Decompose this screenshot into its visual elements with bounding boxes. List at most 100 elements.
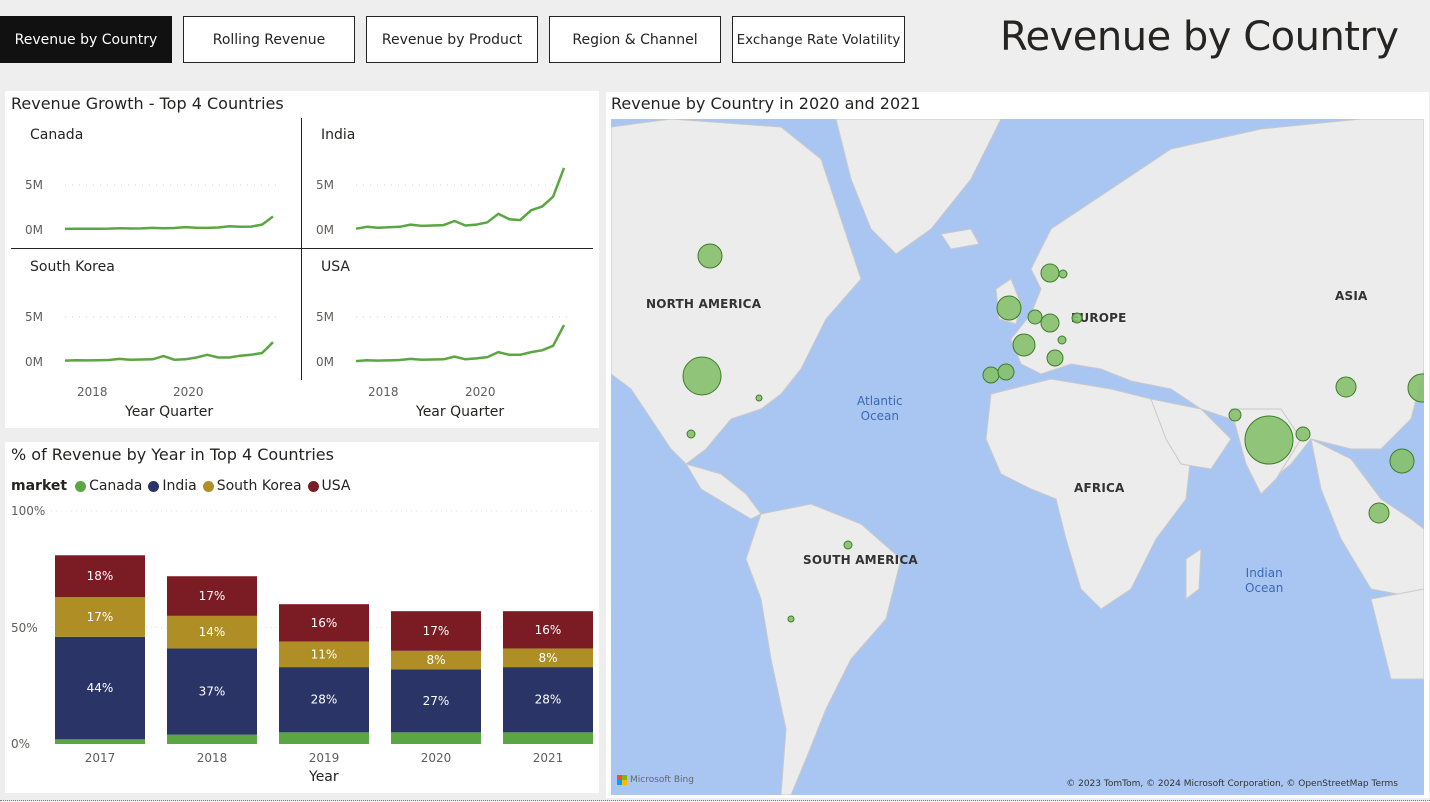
bar-2019-canada xyxy=(279,732,369,744)
bubble-mexico[interactable] xyxy=(686,429,696,439)
legend-dot-south-korea xyxy=(202,480,214,492)
region-label-europe: EUROPE xyxy=(1071,311,1127,325)
bar-2020-canada xyxy=(391,732,481,744)
bubble-brazil[interactable] xyxy=(843,540,853,550)
land-south-america xyxy=(745,503,902,795)
legend-item-usa[interactable]: USA xyxy=(307,478,351,494)
land-iceland xyxy=(940,228,980,250)
bar-label-2018-usa: 17% xyxy=(199,589,226,603)
nav-button-region-channel[interactable]: Region & Channel xyxy=(549,16,721,63)
region-label-africa: AFRICA xyxy=(1074,481,1125,495)
legend-title: market xyxy=(11,478,68,494)
line-series-south-korea xyxy=(64,341,274,362)
y-tick-5m-south-korea: 5M xyxy=(25,310,43,324)
legend-item-south-korea[interactable]: South Korea xyxy=(202,478,302,494)
x-tick-2020-right: 2020 xyxy=(465,385,496,399)
bubble-bangladesh[interactable] xyxy=(1295,426,1311,442)
bar-label-2017-usa: 18% xyxy=(87,569,114,583)
bar-2020-south-korea xyxy=(391,650,481,670)
bar-2017-canada xyxy=(55,739,145,744)
small-multiple-divider-horizontal xyxy=(11,248,593,249)
legend-label-canada: Canada xyxy=(89,478,143,494)
bubble-south-korea[interactable] xyxy=(1407,373,1424,403)
x-axis-title-right: Year Quarter xyxy=(416,404,505,420)
bubble-chile[interactable] xyxy=(787,615,795,623)
region-label-asia: ASIA xyxy=(1335,289,1368,303)
microsoft-logo-icon xyxy=(617,775,627,785)
x-tick-2020: 2020 xyxy=(421,751,452,765)
y-tick-0m-india: 0M xyxy=(316,223,334,237)
legend-label-india: India xyxy=(162,478,197,494)
legend-item-canada[interactable]: Canada xyxy=(75,478,142,494)
small-multiple-label-india: India xyxy=(321,127,356,143)
bubble-india[interactable] xyxy=(1244,415,1294,465)
bubble-germany[interactable] xyxy=(1040,313,1060,333)
bar-2018-south-korea xyxy=(167,615,257,649)
x-tick-2018: 2018 xyxy=(197,751,228,765)
legend: market Canada India South Korea USA xyxy=(11,478,357,494)
bubble-poland[interactable] xyxy=(1071,312,1083,324)
bar-label-2017-south-korea: 17% xyxy=(87,610,114,624)
legend-dot-canada xyxy=(75,480,87,492)
bar-label-2018-south-korea: 14% xyxy=(199,625,226,639)
bubble-uk[interactable] xyxy=(996,295,1022,321)
y-tick-5m-india: 5M xyxy=(316,178,334,192)
nav-button-rolling-revenue[interactable]: Rolling Revenue xyxy=(183,16,355,63)
world-map[interactable]: NORTH AMERICA EUROPE ASIA AFRICA SOUTH A… xyxy=(611,119,1424,795)
bubble-portugal[interactable] xyxy=(982,366,1000,384)
legend-label-usa: USA xyxy=(321,478,351,494)
bubble-netherlands[interactable] xyxy=(1027,309,1043,325)
bubble-usa-east[interactable] xyxy=(755,394,763,402)
bubble-indonesia[interactable] xyxy=(1368,502,1390,524)
legend-item-india[interactable]: India xyxy=(148,478,197,494)
bubble-italy[interactable] xyxy=(1046,349,1064,367)
bar-2021-usa xyxy=(503,611,593,649)
bubble-china[interactable] xyxy=(1335,376,1357,398)
ocean-label-atlantic: Atlantic Ocean xyxy=(857,394,903,423)
map-title: Revenue by Country in 2020 and 2021 xyxy=(611,94,921,113)
bar-label-2019-south-korea: 11% xyxy=(311,647,338,661)
nav-button-revenue-by-country[interactable]: Revenue by Country xyxy=(0,16,172,63)
line-series-india xyxy=(355,167,566,230)
line-series-usa xyxy=(355,324,566,363)
bubble-france[interactable] xyxy=(1012,333,1036,357)
land-greenland xyxy=(835,119,1002,255)
revenue-growth-title: Revenue Growth - Top 4 Countries xyxy=(11,94,284,113)
x-axis-title-year: Year xyxy=(309,769,339,785)
revenue-share-stacked-bars: 44% 17% 18% 2017 37% 14% 17% 2018 28% 11% 16% 2019 2… xyxy=(51,510,595,765)
revenue-share-title: % of Revenue by Year in Top 4 Countries xyxy=(11,445,334,464)
revenue-share-panel[interactable]: % of Revenue by Year in Top 4 Countries … xyxy=(5,442,599,793)
y-tick-50: 50% xyxy=(11,621,38,635)
bar-label-2021-usa: 16% xyxy=(535,623,562,637)
bar-2019-usa xyxy=(279,604,369,642)
nav-button-exchange-rate-volatility[interactable]: Exchange Rate Volatility xyxy=(732,16,905,63)
bubble-canada[interactable] xyxy=(697,243,723,269)
nav-button-revenue-by-product[interactable]: Revenue by Product xyxy=(366,16,538,63)
bubble-usa[interactable] xyxy=(682,356,722,396)
page-bottom-divider xyxy=(0,800,1430,801)
bar-2017-south-korea xyxy=(55,597,145,637)
bar-label-2018-india: 37% xyxy=(199,685,226,699)
land-australia xyxy=(1370,588,1424,680)
bubble-norway[interactable] xyxy=(1040,263,1060,283)
region-label-north-america: NORTH AMERICA xyxy=(646,297,762,311)
bubble-spain[interactable] xyxy=(997,363,1015,381)
map-copyright[interactable]: © 2023 TomTom, © 2024 Microsoft Corporat… xyxy=(1066,779,1398,789)
bubble-uae[interactable] xyxy=(1228,408,1242,422)
region-label-south-america: SOUTH AMERICA xyxy=(803,553,918,567)
line-series-canada xyxy=(64,215,274,231)
small-multiple-label-south-korea: South Korea xyxy=(30,259,115,275)
page-title: Revenue by Country xyxy=(1000,14,1399,60)
bubble-sweden[interactable] xyxy=(1058,269,1068,279)
y-tick-5m-usa: 5M xyxy=(316,310,334,324)
bubble-philippines[interactable] xyxy=(1389,448,1415,474)
y-tick-5m-canada: 5M xyxy=(25,178,43,192)
bubble-austria[interactable] xyxy=(1057,335,1067,345)
land-madagascar xyxy=(1185,548,1202,601)
legend-label-south-korea: South Korea xyxy=(216,478,302,494)
y-tick-0m-usa: 0M xyxy=(316,355,334,369)
legend-dot-usa xyxy=(307,480,319,492)
small-multiple-label-canada: Canada xyxy=(30,127,84,143)
bar-label-2020-south-korea: 8% xyxy=(426,653,445,667)
revenue-growth-panel[interactable]: Revenue Growth - Top 4 Countries Canada … xyxy=(5,91,599,428)
